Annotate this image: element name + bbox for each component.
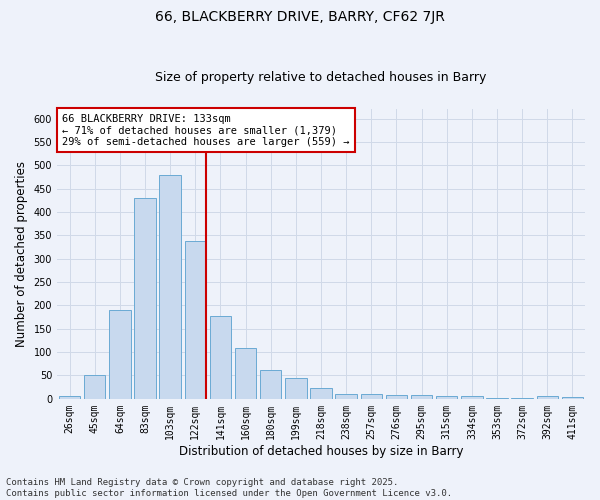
Bar xyxy=(134,198,156,399)
Bar xyxy=(84,376,106,399)
Text: 66 BLACKBERRY DRIVE: 133sqm
← 71% of detached houses are smaller (1,379)
29% of : 66 BLACKBERRY DRIVE: 133sqm ← 71% of det… xyxy=(62,114,350,147)
Bar xyxy=(487,398,508,399)
Bar xyxy=(335,394,357,399)
Bar xyxy=(285,378,307,399)
Bar xyxy=(511,398,533,399)
Bar xyxy=(411,395,432,399)
Bar xyxy=(185,241,206,399)
Bar xyxy=(386,395,407,399)
Y-axis label: Number of detached properties: Number of detached properties xyxy=(15,161,28,347)
Title: Size of property relative to detached houses in Barry: Size of property relative to detached ho… xyxy=(155,72,487,85)
Bar xyxy=(310,388,332,399)
X-axis label: Distribution of detached houses by size in Barry: Distribution of detached houses by size … xyxy=(179,444,463,458)
Bar xyxy=(59,396,80,399)
Bar xyxy=(361,394,382,399)
Bar xyxy=(210,316,231,399)
Bar xyxy=(562,398,583,399)
Bar xyxy=(461,396,482,399)
Bar xyxy=(436,396,457,399)
Bar xyxy=(109,310,131,399)
Text: Contains HM Land Registry data © Crown copyright and database right 2025.
Contai: Contains HM Land Registry data © Crown c… xyxy=(6,478,452,498)
Bar xyxy=(235,348,256,399)
Bar xyxy=(260,370,281,399)
Text: 66, BLACKBERRY DRIVE, BARRY, CF62 7JR: 66, BLACKBERRY DRIVE, BARRY, CF62 7JR xyxy=(155,10,445,24)
Bar xyxy=(160,174,181,399)
Bar xyxy=(536,396,558,399)
